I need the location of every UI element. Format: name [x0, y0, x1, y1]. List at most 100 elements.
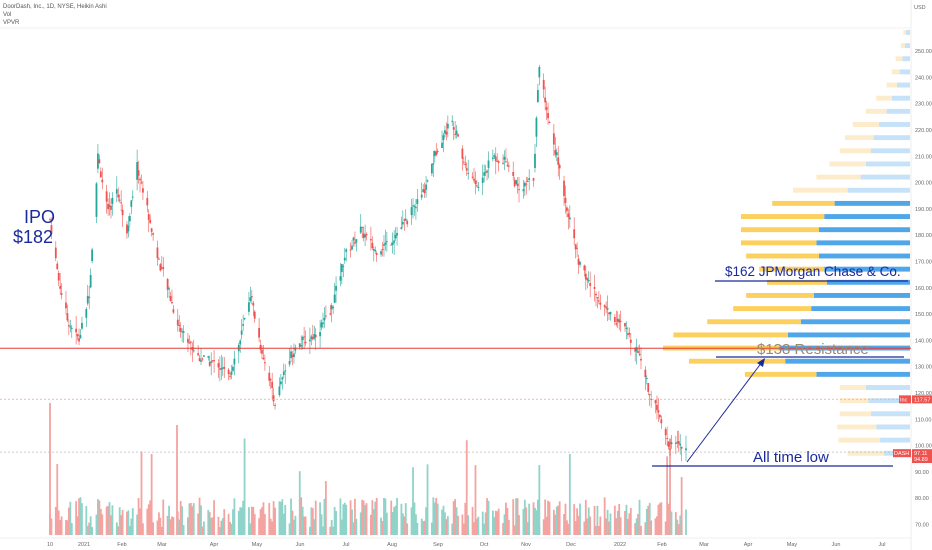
vpvr-bar-up [871, 411, 910, 417]
candle-body [557, 157, 560, 165]
volume-bar [400, 503, 403, 535]
candle-body [406, 220, 409, 225]
candle-body [506, 164, 509, 166]
candle-body [568, 217, 571, 220]
volume-bar [404, 503, 407, 535]
vpvr-bar-down [891, 69, 900, 75]
volume-bar [262, 502, 265, 535]
volume-bar [54, 506, 57, 535]
volume-bar [573, 504, 576, 535]
volume-bar [359, 512, 362, 535]
candle-body [476, 185, 478, 187]
volume-bar [57, 510, 60, 535]
candle-body [221, 367, 224, 369]
volume-bar [76, 516, 79, 535]
candle-body [535, 117, 538, 137]
volume-bar [126, 511, 128, 535]
volume-bar [67, 507, 70, 535]
candle-body [261, 349, 263, 354]
volume-bar [677, 524, 680, 535]
volume-bar [615, 518, 618, 535]
candle-body [121, 209, 124, 216]
candle-body [200, 360, 202, 362]
vpvr-bar-down [746, 293, 814, 298]
indicator-vol-label[interactable]: Vol [3, 12, 12, 18]
volume-bar [111, 505, 114, 535]
candle-body [60, 293, 63, 295]
x-tick-label: Mar [157, 542, 167, 548]
volume-bar [166, 515, 169, 535]
volume-bar [65, 519, 67, 535]
candle-body [415, 207, 417, 209]
volume-bar [160, 526, 163, 535]
x-tick-label: Jul [878, 542, 885, 548]
vpvr-bar-up [873, 135, 910, 141]
volume-bar [361, 499, 364, 535]
candle-body [605, 306, 608, 309]
candle-body [413, 205, 416, 207]
candle-body [648, 394, 651, 396]
volume-bar [50, 518, 53, 535]
candle-body [526, 180, 529, 182]
candle-body [158, 258, 160, 260]
candle-body [674, 442, 677, 444]
candle-body [412, 205, 414, 207]
candle-body [420, 194, 423, 198]
x-tick-label: Feb [657, 542, 666, 548]
volume-bar [187, 517, 189, 535]
volume-bar [310, 507, 313, 535]
volume-bar [416, 522, 419, 535]
candle-body [410, 207, 413, 216]
candle-body [512, 172, 515, 176]
volume-bar [462, 523, 465, 535]
candle-body [239, 340, 242, 345]
candle-body [56, 263, 59, 270]
price-axis: 70.00 80.00 90.00 100.00 110.00 120.00 130.00 1… [893, 49, 932, 528]
y-tick-label: 160.00 [915, 286, 932, 292]
volume-bar [140, 451, 143, 535]
candle-body [349, 249, 352, 251]
vpvr-bar-up [824, 214, 910, 219]
candle-body [666, 437, 669, 440]
volume-bar [300, 497, 303, 535]
volume-bar [329, 526, 332, 535]
volume-bar [461, 514, 464, 535]
volume-bar [258, 518, 260, 535]
candle-body [576, 247, 578, 249]
candle-body [330, 305, 333, 310]
volume-spike [49, 403, 51, 535]
volume-bar [535, 510, 538, 535]
candle-body [50, 225, 53, 234]
volume-bar [243, 438, 246, 535]
candle-body [342, 266, 345, 268]
candle-body [249, 297, 252, 301]
price-tag-text: Inc [900, 397, 908, 403]
candle-body [311, 337, 314, 340]
volume-bar [79, 497, 82, 535]
volume-bar [156, 520, 159, 535]
candle-body [128, 216, 131, 222]
volume-bar [608, 521, 610, 535]
volume-bar [192, 503, 195, 535]
volume-bar [426, 464, 429, 535]
volume-bar [635, 518, 638, 535]
candle-body [66, 313, 69, 321]
volume-bar [179, 501, 182, 535]
candle-body [554, 150, 557, 155]
volume-spike [176, 425, 178, 535]
candle-body [563, 180, 565, 197]
indicator-vpvr-label[interactable]: VPVR [3, 20, 20, 26]
candle-body [156, 247, 159, 259]
vpvr-bar-up [819, 253, 910, 259]
candle-body [685, 448, 687, 451]
volume-bar [339, 498, 342, 535]
vpvr-bar-up [902, 56, 910, 62]
candle-body [88, 296, 91, 299]
volume-bar [412, 467, 414, 535]
candle-body [105, 191, 108, 202]
volume-spike [680, 477, 683, 535]
candle-body [220, 367, 223, 370]
candle-body [95, 183, 98, 217]
vpvr-bar-up [811, 306, 910, 312]
